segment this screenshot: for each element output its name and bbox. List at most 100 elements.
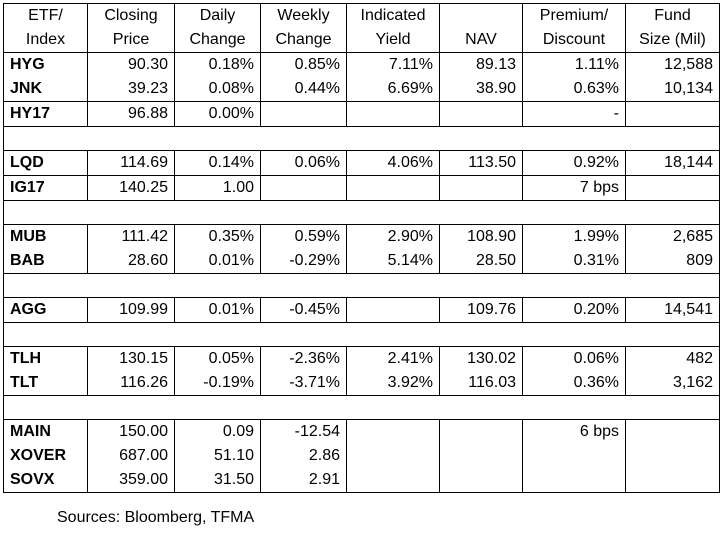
cell-indicated-yield: 2.41%	[346, 346, 440, 371]
header-indicated-yield-line2: Yield	[346, 28, 440, 53]
cell-indicated-yield: 5.14%	[346, 249, 440, 274]
cell-closing-price: 111.42	[87, 224, 175, 249]
header-fund-size-line1: Fund	[625, 3, 720, 28]
cell-weekly-change: 2.86	[260, 444, 347, 468]
cell-fund-size	[625, 468, 720, 493]
cell-ticker: XOVER	[3, 444, 88, 468]
cell-closing-price: 130.15	[87, 346, 175, 371]
table-row: MUB 111.42 0.35% 0.59% 2.90% 108.90 1.99% 2,685	[3, 224, 720, 249]
cell-nav: 38.90	[439, 77, 523, 102]
table-row: XOVER 687.00 51.10 2.86	[3, 444, 720, 468]
cell-ticker: BAB	[3, 249, 88, 274]
cell-closing-price: 150.00	[87, 419, 175, 444]
table-row: HYG 90.30 0.18% 0.85% 7.11% 89.13 1.11% 12,588	[3, 52, 720, 77]
cell-ticker: MUB	[3, 224, 88, 249]
cell-premium-discount: 0.63%	[522, 77, 626, 102]
cell-fund-size	[625, 175, 720, 201]
cell-nav	[439, 101, 523, 127]
cell-weekly-change: -0.45%	[260, 297, 347, 323]
cell-nav	[439, 175, 523, 201]
cell-daily-change: 0.05%	[174, 346, 261, 371]
cell-nav: 89.13	[439, 52, 523, 77]
cell-ticker: MAIN	[3, 419, 88, 444]
cell-weekly-change: 2.91	[260, 468, 347, 493]
cell-indicated-yield	[346, 101, 440, 127]
row-group: HYG 90.30 0.18% 0.85% 7.11% 89.13 1.11% 12,588 J…	[3, 52, 720, 102]
row-group: HY17 96.88 0.00% -	[3, 101, 720, 127]
cell-weekly-change: -12.54	[260, 419, 347, 444]
cell-daily-change: 0.35%	[174, 224, 261, 249]
cell-weekly-change: -0.29%	[260, 249, 347, 274]
header-nav-line1	[439, 3, 523, 28]
cell-fund-size: 2,685	[625, 224, 720, 249]
cell-indicated-yield	[346, 444, 440, 468]
spacer-group	[3, 273, 720, 298]
table-row: TLT 116.26 -0.19% -3.71% 3.92% 116.03 0.36% 3,1…	[3, 371, 720, 396]
spacer-group	[3, 126, 720, 151]
cell-closing-price: 28.60	[87, 249, 175, 274]
spacer-group	[3, 200, 720, 225]
cell-weekly-change: -3.71%	[260, 371, 347, 396]
header-etf-index-line2: Index	[3, 28, 88, 53]
cell-nav: 108.90	[439, 224, 523, 249]
cell-indicated-yield	[346, 297, 440, 323]
spacer-row	[3, 126, 720, 151]
cell-ticker: SOVX	[3, 468, 88, 493]
cell-daily-change: 0.00%	[174, 101, 261, 127]
row-group: LQD 114.69 0.14% 0.06% 4.06% 113.50 0.92% 18,14…	[3, 150, 720, 176]
cell-closing-price: 140.25	[87, 175, 175, 201]
row-group: MAIN 150.00 0.09 -12.54 6 bps XOVER 687.00 51.1…	[3, 419, 720, 493]
cell-nav: 28.50	[439, 249, 523, 274]
table-row: HY17 96.88 0.00% -	[3, 101, 720, 127]
row-group: IG17 140.25 1.00 7 bps	[3, 175, 720, 201]
cell-nav: 113.50	[439, 150, 523, 176]
spacer-row	[3, 273, 720, 298]
cell-indicated-yield: 7.11%	[346, 52, 440, 77]
cell-premium-discount	[522, 444, 626, 468]
source-note: Sources: Bloomberg, TFMA	[57, 509, 255, 526]
header-daily-change-line1: Daily	[174, 3, 261, 28]
cell-closing-price: 114.69	[87, 150, 175, 176]
cell-nav	[439, 468, 523, 493]
cell-ticker: TLH	[3, 346, 88, 371]
cell-ticker: HYG	[3, 52, 88, 77]
spacer-row	[3, 200, 720, 225]
cell-indicated-yield	[346, 419, 440, 444]
spacer-cell	[3, 126, 720, 151]
spacer-group	[3, 395, 720, 420]
cell-fund-size: 809	[625, 249, 720, 274]
header-etf-index-line1: ETF/	[3, 3, 88, 28]
cell-fund-size: 14,541	[625, 297, 720, 323]
table-row: AGG 109.99 0.01% -0.45% 109.76 0.20% 14,541	[3, 297, 720, 323]
cell-ticker: TLT	[3, 371, 88, 396]
cell-weekly-change: 0.85%	[260, 52, 347, 77]
cell-ticker: AGG	[3, 297, 88, 323]
table-row: IG17 140.25 1.00 7 bps	[3, 175, 720, 201]
cell-indicated-yield: 4.06%	[346, 150, 440, 176]
table-row: JNK 39.23 0.08% 0.44% 6.69% 38.90 0.63% 10,134	[3, 77, 720, 102]
cell-fund-size	[625, 419, 720, 444]
header-indicated-yield-line1: Indicated	[346, 3, 440, 28]
cell-premium-discount: 1.11%	[522, 52, 626, 77]
cell-fund-size	[625, 444, 720, 468]
cell-daily-change: 0.01%	[174, 297, 261, 323]
cell-daily-change: 51.10	[174, 444, 261, 468]
cell-ticker: IG17	[3, 175, 88, 201]
row-group: MUB 111.42 0.35% 0.59% 2.90% 108.90 1.99% 2,685…	[3, 224, 720, 274]
header-nav-line2: NAV	[439, 28, 523, 53]
cell-premium-discount: 6 bps	[522, 419, 626, 444]
spacer-cell	[3, 200, 720, 225]
cell-ticker: JNK	[3, 77, 88, 102]
cell-premium-discount: -	[522, 101, 626, 127]
cell-indicated-yield	[346, 175, 440, 201]
cell-closing-price: 90.30	[87, 52, 175, 77]
header-weekly-change-line2: Change	[260, 28, 347, 53]
spacer-group	[3, 322, 720, 347]
cell-nav	[439, 419, 523, 444]
cell-nav: 130.02	[439, 346, 523, 371]
cell-premium-discount: 0.06%	[522, 346, 626, 371]
header-closing-price-line2: Price	[87, 28, 175, 53]
cell-daily-change: 0.08%	[174, 77, 261, 102]
cell-premium-discount: 0.20%	[522, 297, 626, 323]
cell-daily-change: -0.19%	[174, 371, 261, 396]
